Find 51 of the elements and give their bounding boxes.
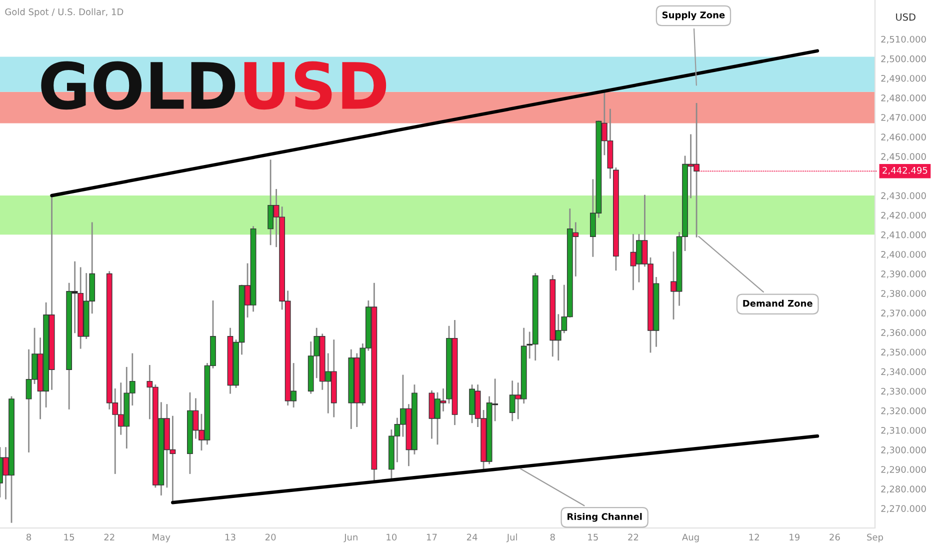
annotation: Rising Channel bbox=[568, 512, 642, 522]
x-tick-label: 8 bbox=[26, 534, 32, 541]
y-tick-label: 2,510.000 bbox=[881, 36, 926, 44]
y-tick-label: 2,350.000 bbox=[881, 348, 926, 356]
y-tick-label: 2,370.000 bbox=[881, 310, 926, 318]
x-tick-label: 8 bbox=[550, 534, 555, 541]
y-tick-label: 2,470.000 bbox=[881, 114, 926, 122]
y-tick-label: 2,430.000 bbox=[881, 192, 926, 200]
x-tick-label: 20 bbox=[265, 534, 276, 541]
x-tick-label: 19 bbox=[790, 534, 800, 541]
y-tick-label: 2,500.000 bbox=[881, 55, 926, 64]
y-axis-title: USD bbox=[896, 13, 916, 21]
y-tick-label: 2,450.000 bbox=[881, 153, 926, 161]
x-tick-label: 15 bbox=[588, 534, 598, 541]
y-tick-label: 2,390.000 bbox=[881, 270, 926, 278]
x-tick-label: 26 bbox=[830, 534, 840, 541]
x-tick-label: 17 bbox=[426, 534, 437, 540]
y-tick-label: 2,330.000 bbox=[881, 388, 926, 396]
x-tick-label: 22 bbox=[628, 534, 638, 540]
y-tick-label: 2,280.000 bbox=[881, 486, 926, 494]
y-tick-label: 2,400.000 bbox=[881, 250, 926, 259]
x-tick-label: May bbox=[152, 534, 170, 542]
y-tick-label: 2,290.000 bbox=[881, 466, 926, 474]
x-tick-label: Aug bbox=[682, 534, 699, 542]
x-tick-label: 10 bbox=[386, 534, 397, 541]
x-tick-label: 15 bbox=[64, 534, 74, 541]
x-tick-label: Jul bbox=[506, 534, 517, 542]
x-tick-label: Sep bbox=[867, 534, 884, 542]
x-tick-label: Jun bbox=[344, 534, 358, 542]
y-tick-label: 2,460.000 bbox=[881, 134, 926, 142]
annotation: GOLD bbox=[41, 61, 236, 110]
y-tick-label: 2,270.000 bbox=[881, 505, 926, 513]
y-tick-label: 2,480.000 bbox=[881, 94, 926, 102]
annotation: Demand Zone bbox=[743, 300, 812, 307]
y-tick-label: 2,320.000 bbox=[881, 407, 926, 416]
y-tick-label: 2,300.000 bbox=[881, 446, 926, 454]
text: Gold Spot / U.S. Dollar, 1D bbox=[5, 8, 124, 17]
y-tick-label: 2,380.000 bbox=[881, 290, 926, 298]
y-tick-label: 2,310.000 bbox=[881, 426, 926, 435]
x-tick-label: 24 bbox=[466, 534, 478, 540]
annotation: Supply Zone bbox=[662, 11, 725, 20]
x-tick-label: 12 bbox=[749, 534, 759, 540]
y-tick-label: 2,360.000 bbox=[881, 329, 926, 337]
annotation: USD bbox=[244, 61, 386, 110]
y-tick-label: 2,410.000 bbox=[881, 231, 926, 240]
annotation: 2,442.495 bbox=[882, 166, 928, 175]
x-tick-label: 13 bbox=[226, 534, 236, 541]
y-tick-label: 2,420.000 bbox=[881, 212, 926, 220]
y-tick-label: 2,340.000 bbox=[881, 368, 926, 376]
x-tick-label: 22 bbox=[104, 534, 114, 540]
y-tick-label: 2,490.000 bbox=[881, 74, 926, 83]
